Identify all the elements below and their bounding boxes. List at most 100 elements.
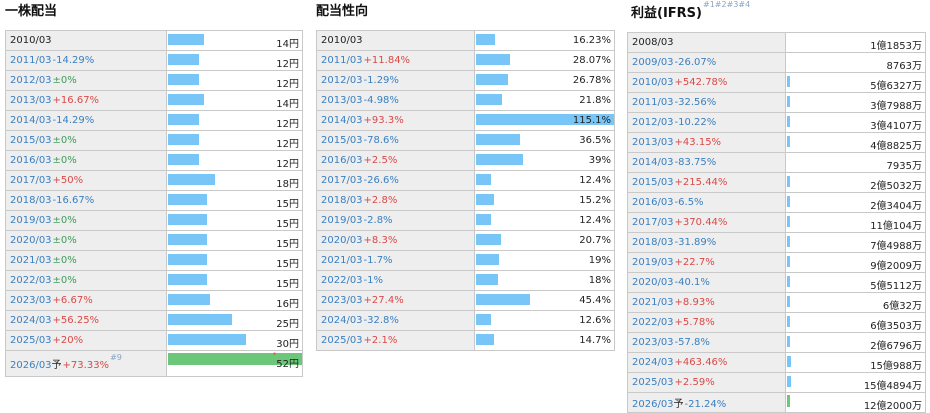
year-link[interactable]: 2015/03 (632, 177, 674, 188)
change-value: ±0% (52, 255, 77, 266)
value-text: 1億1853万 (870, 37, 922, 52)
year-link[interactable]: 2015/03 (10, 135, 52, 146)
year-link[interactable]: 2026/03 (10, 360, 52, 371)
year-link[interactable]: 2020/03 (321, 235, 363, 246)
year-link[interactable]: 2013/03 (632, 137, 674, 148)
value-text: 14円 (276, 95, 299, 110)
year-link[interactable]: 2017/03 (321, 175, 363, 186)
year-link[interactable]: 2015/03 (321, 135, 363, 146)
year-link[interactable]: 2010/03 (632, 77, 674, 88)
year-link[interactable]: 2024/03 (321, 315, 363, 326)
value-bar (787, 116, 790, 127)
table-row: 2017/03+50% 18円 (5, 170, 303, 191)
year-link[interactable]: 2013/03 (10, 95, 52, 106)
value-cell: 12.6% (474, 310, 615, 331)
year-link[interactable]: 2011/03 (10, 55, 52, 66)
value-text: 16.23% (573, 35, 611, 46)
year-link[interactable]: 2023/03 (321, 295, 363, 306)
year-link[interactable]: 2018/03 (321, 195, 363, 206)
year-link[interactable]: 2014/03 (10, 115, 52, 126)
value-number: 52円 (276, 359, 299, 370)
year-link[interactable]: 2013/03 (321, 95, 363, 106)
value-number: 2億5032万 (870, 181, 922, 192)
value-bar (168, 54, 199, 65)
change-value: +2.8% (363, 195, 398, 206)
year-link[interactable]: 2017/03 (10, 175, 52, 186)
value-number: 9億2009万 (870, 261, 922, 272)
year-link[interactable]: 2022/03 (10, 275, 52, 286)
value-bar (168, 134, 199, 145)
change-value: +8.93% (674, 297, 715, 308)
value-cell: 20.7% (474, 230, 615, 251)
year-link[interactable]: 2020/03 (632, 277, 674, 288)
year-cell: 2025/03+2.1% (316, 330, 475, 351)
value-note: * (272, 351, 277, 359)
change-value: -1% (363, 275, 384, 286)
value-cell: 45.4% (474, 290, 615, 311)
year-link[interactable]: 2012/03 (10, 75, 52, 86)
year-link[interactable]: 2018/03 (10, 195, 52, 206)
change-value: -14.29% (52, 115, 95, 126)
year-link[interactable]: 2021/03 (10, 255, 52, 266)
table-row: 2013/03+43.15% 4億8825万 (627, 132, 926, 153)
value-cell: 16円 (166, 290, 303, 311)
forecast-row: 2026/03予+73.33%#9 *52円 (5, 350, 303, 377)
value-number: 15億4894万 (863, 381, 922, 392)
value-text: 15円 (276, 215, 299, 230)
table-row: 2024/03+463.46% 15億988万 (627, 352, 926, 373)
value-cell: 7935万 (785, 152, 926, 173)
year-cell: 2025/03+20% (5, 330, 167, 351)
table-row: 2017/03+370.44% 11億104万 (627, 212, 926, 233)
profit-title: 利益(IFRS)#1#2#3#4 (631, 0, 751, 21)
year-link[interactable]: 2016/03 (10, 155, 52, 166)
value-number: 36.5% (579, 135, 611, 146)
year-link[interactable]: 2025/03 (632, 377, 674, 388)
year-cell: 2013/03-4.98% (316, 90, 475, 111)
table-row: 2025/03+20% 30円 (5, 330, 303, 351)
year-link[interactable]: 2011/03 (321, 55, 363, 66)
year-link[interactable]: 2019/03 (10, 215, 52, 226)
value-bar (168, 114, 199, 125)
year-link[interactable]: 2018/03 (632, 237, 674, 248)
year-link[interactable]: 2021/03 (321, 255, 363, 266)
year-link[interactable]: 2014/03 (632, 157, 674, 168)
year-link[interactable]: 2021/03 (632, 297, 674, 308)
year-link[interactable]: 2024/03 (10, 315, 52, 326)
year-link[interactable]: 2020/03 (10, 235, 52, 246)
year-cell: 2011/03-14.29% (5, 50, 167, 71)
year-link[interactable]: 2014/03 (321, 115, 363, 126)
forecast-mark: 予 (51, 360, 62, 371)
value-bar (476, 274, 498, 285)
year-link[interactable]: 2016/03 (321, 155, 363, 166)
year-link[interactable]: 2011/03 (632, 97, 674, 108)
year-link[interactable]: 2024/03 (632, 357, 674, 368)
table-row: 2019/03±0% 15円 (5, 210, 303, 231)
year-link[interactable]: 2023/03 (632, 337, 674, 348)
year-cell: 2013/03+16.67% (5, 90, 167, 111)
year-link[interactable]: 2012/03 (632, 117, 674, 128)
table-row: 2020/03±0% 15円 (5, 230, 303, 251)
year-link[interactable]: 2026/03 (632, 399, 674, 410)
profit-title-notes[interactable]: #1#2#3#4 (702, 0, 751, 9)
value-cell: 9億2009万 (785, 252, 926, 273)
year-link[interactable]: 2016/03 (632, 197, 674, 208)
year-cell: 2014/03-14.29% (5, 110, 167, 131)
forecast-bar (787, 395, 790, 407)
footnote-link[interactable]: #9 (110, 353, 122, 362)
year-link[interactable]: 2022/03 (632, 317, 674, 328)
value-text: 12.4% (579, 175, 611, 186)
year-link[interactable]: 2017/03 (632, 217, 674, 228)
year-link[interactable]: 2019/03 (632, 257, 674, 268)
year-link[interactable]: 2023/03 (10, 295, 52, 306)
table-row: 2014/03+93.3% 115.1% (316, 110, 615, 131)
year-link[interactable]: 2025/03 (321, 335, 363, 346)
year-link[interactable]: 2025/03 (10, 335, 52, 346)
change-value: -26.6% (363, 175, 399, 186)
year-link[interactable]: 2019/03 (321, 215, 363, 226)
year-link[interactable]: 2022/03 (321, 275, 363, 286)
year-link[interactable]: 2012/03 (321, 75, 363, 86)
value-bar (476, 174, 491, 185)
change-value: +27.4% (363, 295, 404, 306)
value-number: 16.23% (572, 35, 611, 46)
year-link[interactable]: 2009/03 (632, 57, 674, 68)
